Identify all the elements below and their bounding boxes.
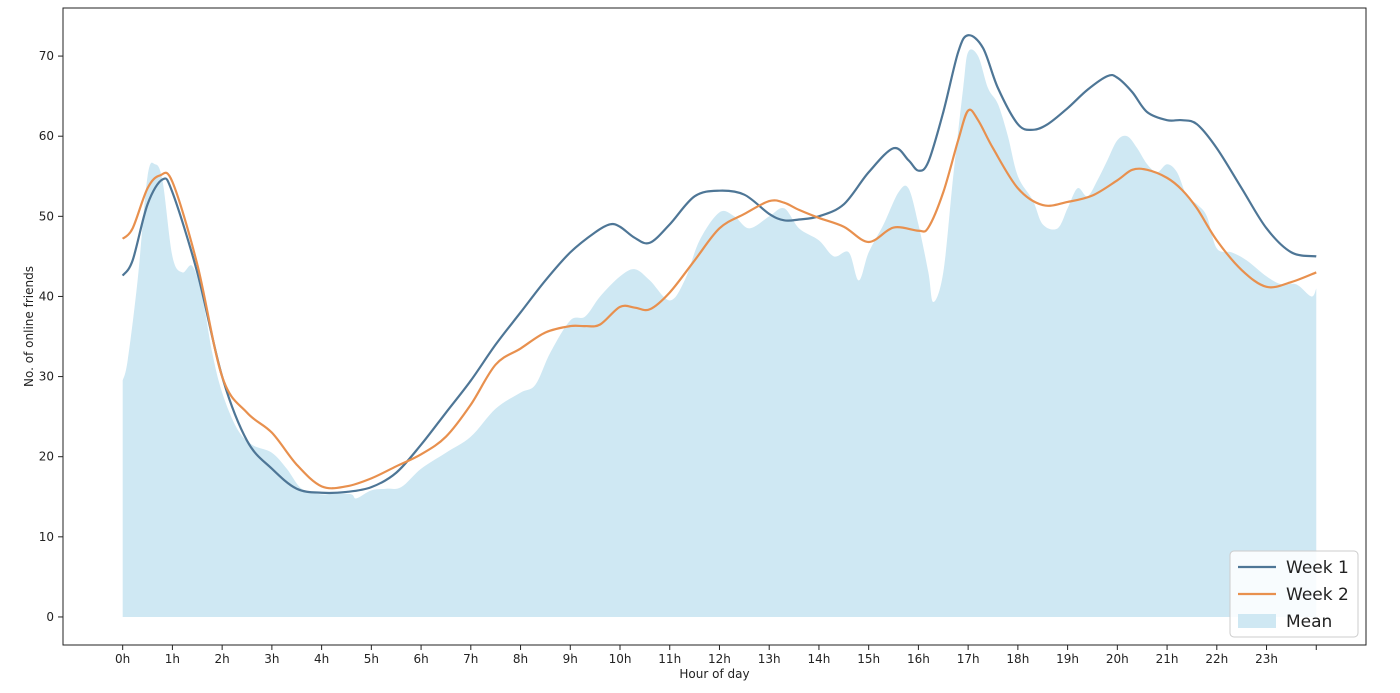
legend: Week 1 Week 2 Mean bbox=[1229, 550, 1359, 638]
y-tick-label: 40 bbox=[39, 289, 54, 303]
x-tick-label: 7h bbox=[463, 652, 478, 666]
y-axis-label: No. of online friends bbox=[22, 266, 36, 387]
x-tick-label: 10h bbox=[609, 652, 632, 666]
x-tick-label: 4h bbox=[314, 652, 329, 666]
x-tick-label: 18h bbox=[1006, 652, 1029, 666]
legend-label-week-1: Week 1 bbox=[1286, 558, 1349, 578]
x-tick-label: 6h bbox=[413, 652, 428, 666]
x-tick-label: 17h bbox=[957, 652, 980, 666]
plot-frame bbox=[62, 7, 1367, 646]
x-tick-label: 2h bbox=[215, 652, 230, 666]
x-tick-label: 11h bbox=[658, 652, 681, 666]
y-tick-label: 70 bbox=[39, 49, 54, 63]
x-tick-label: 9h bbox=[563, 652, 578, 666]
x-tick-label: 15h bbox=[857, 652, 880, 666]
x-tick-label: 8h bbox=[513, 652, 528, 666]
y-tick-label: 30 bbox=[39, 370, 54, 384]
mean-area-layer bbox=[122, 49, 1317, 617]
y-tick-label: 0 bbox=[46, 610, 54, 624]
x-tick-label: 13h bbox=[758, 652, 781, 666]
x-tick-label: 22h bbox=[1205, 652, 1228, 666]
x-tick-label: 12h bbox=[708, 652, 731, 666]
x-tick-label: 14h bbox=[808, 652, 831, 666]
x-axis-label: Hour of day bbox=[679, 667, 749, 681]
x-tick-label: 16h bbox=[907, 652, 930, 666]
legend-swatch-mean bbox=[1238, 614, 1276, 628]
x-tick-label: 21h bbox=[1156, 652, 1179, 666]
x-tick-label: 19h bbox=[1056, 652, 1079, 666]
series-line-layer bbox=[121, 34, 1317, 495]
week-1-line bbox=[121, 34, 1317, 495]
x-tick-label: 20h bbox=[1106, 652, 1129, 666]
y-tick-label: 20 bbox=[39, 450, 54, 464]
x-axis: 0h 1h 2h 3h 4h 5h 6h 7h 8h 9h 10h 11h 12h 13h 14h 15h 16… bbox=[115, 645, 1317, 666]
legend-label-week-2: Week 2 bbox=[1286, 585, 1349, 605]
x-tick-label: 5h bbox=[364, 652, 379, 666]
x-tick-label: 1h bbox=[165, 652, 180, 666]
x-tick-label: 0h bbox=[115, 652, 130, 666]
x-tick-label: 23h bbox=[1255, 652, 1278, 666]
week-2-line bbox=[121, 108, 1317, 490]
y-axis: 0 10 20 30 40 50 60 70 bbox=[39, 49, 63, 624]
y-tick-label: 50 bbox=[39, 209, 54, 223]
mean-area bbox=[122, 49, 1317, 617]
legend-label-mean: Mean bbox=[1286, 612, 1332, 632]
y-tick-label: 10 bbox=[39, 530, 54, 544]
y-tick-label: 60 bbox=[39, 129, 54, 143]
x-tick-label: 3h bbox=[264, 652, 279, 666]
